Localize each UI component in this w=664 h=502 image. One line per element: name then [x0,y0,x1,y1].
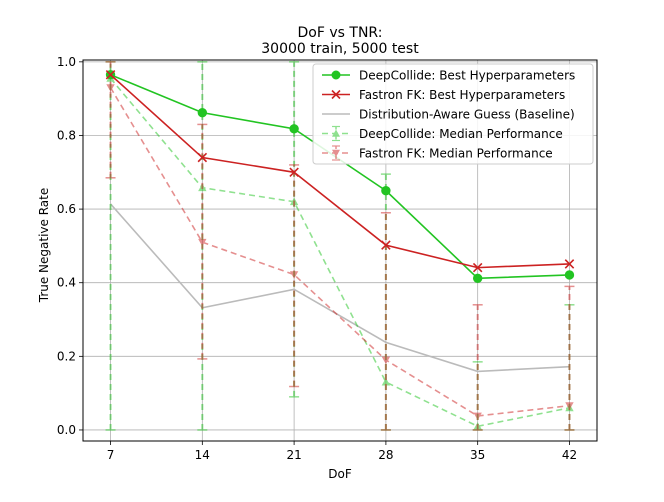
series-fastron-fk-best-hyperparameters [105,69,575,273]
legend: DeepCollide: Best Hyperparameters Fastron… [312,63,594,165]
series-distribution-aware-guess-baseline [109,203,570,373]
data-point-b [105,69,116,80]
data-point [565,402,574,410]
legend-swatch-marker-b [331,89,341,100]
legend-label: Fastron FK: Median Performance [359,147,553,161]
data-point [472,273,483,283]
x-tick-label: 35 [470,448,485,462]
y-tick-label: 0.4 [57,276,76,290]
data-point [381,240,391,250]
x-axis-label: DoF [328,467,352,481]
series-line [109,74,570,269]
series-line [109,203,570,373]
legend-label: Fastron FK: Best Hyperparameters [359,88,565,102]
y-tick-label: 0.2 [57,349,76,363]
legend-swatch-marker [332,129,340,137]
data-point [564,259,575,269]
x-tick-label: 14 [195,448,210,462]
chart-title-line2: 30000 train, 5000 test [261,41,419,57]
median-layer [105,61,575,431]
series-line [109,77,570,428]
data-point [381,356,391,365]
data-point [564,270,575,280]
y-tick-label: 0.0 [57,423,76,437]
data-point [472,262,483,273]
chart-title-line1: DoF vs TNR: [298,25,383,41]
legend-entry [322,125,350,142]
data-point [105,69,116,80]
y-axis-label: True Negative Rate [37,188,51,304]
data-point [197,152,208,163]
data-point [289,271,299,279]
data-point [106,84,115,92]
series-fastron-fk-median-performance [105,61,575,431]
y-tick-label: 0.6 [57,202,76,216]
data-point [197,107,208,118]
legend-label: DeepCollide: Best Hyperparameters [359,69,575,83]
data-point [381,185,391,196]
data-point [473,412,482,421]
legend-swatch-marker [331,89,341,100]
data-point [289,124,299,134]
data-point [381,377,391,386]
data-point [289,167,299,178]
data-point-b [289,167,299,178]
legend-swatch-marker [332,149,340,157]
legend-label: DeepCollide: Median Performance [359,127,563,141]
data-point-b [197,152,208,163]
data-point-b [381,240,391,250]
axis-ticks: 7 14 21 28 35 42 0.0 0.2 0.4 0.6 0.8 1.0 [57,55,577,462]
legend-entry [322,89,350,100]
legend-swatch-marker [331,70,341,80]
series-line [109,87,570,417]
x-tick-label: 21 [286,448,301,462]
x-tick-label: 42 [562,448,577,462]
data-point-b [564,259,575,269]
y-tick-label: 0.8 [57,128,76,142]
legend-label: Distribution-Aware Guess (Baseline) [359,108,575,122]
data-point-b [472,262,483,273]
baseline-layer [109,203,570,373]
legend-entry [322,70,350,80]
plot-frame [82,59,598,442]
data-point [198,238,207,247]
legend-entry [322,145,350,161]
x-tick-label: 28 [378,448,393,462]
y-tick-label: 1.0 [57,55,76,69]
legend-box [312,63,594,165]
x-tick-label: 7 [107,448,115,462]
